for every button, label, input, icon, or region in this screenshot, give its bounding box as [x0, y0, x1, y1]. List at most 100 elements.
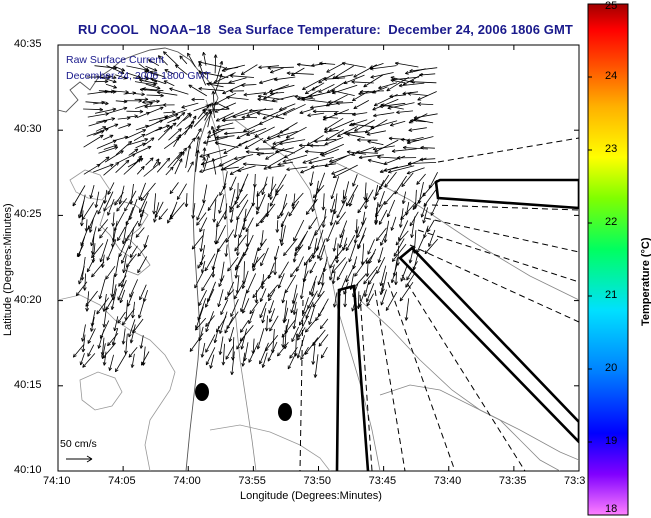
current-vector-head [294, 252, 296, 256]
current-vector-head [387, 169, 392, 173]
current-vector [397, 245, 399, 266]
current-vector-head [310, 292, 313, 297]
current-vector [410, 120, 426, 123]
current-vector-head [241, 84, 245, 88]
current-vector [375, 200, 386, 218]
current-vector [401, 172, 414, 187]
current-vector-head [309, 96, 313, 98]
current-vector [128, 148, 139, 156]
y-tick-label: 40:25 [14, 208, 42, 221]
current-vector [222, 343, 225, 366]
current-vector [303, 270, 309, 283]
current-vector [297, 63, 314, 67]
current-vector [80, 225, 90, 246]
current-vector [195, 136, 200, 157]
current-vector-head [144, 99, 149, 102]
current-vector [153, 193, 156, 215]
current-vector-head [408, 130, 413, 132]
current-vector-head [157, 162, 161, 164]
current-vector-head [286, 71, 291, 74]
current-vector [252, 183, 256, 207]
current-vector-head [417, 103, 421, 106]
current-vector-head [399, 297, 401, 302]
current-vector-head [402, 81, 406, 86]
current-vector [337, 275, 348, 298]
current-vector [137, 256, 148, 273]
current-vector-head [231, 356, 234, 361]
current-vector-head [261, 191, 265, 196]
current-vector [364, 280, 370, 297]
current-vector-head [413, 267, 417, 271]
current-vector [121, 266, 129, 288]
current-vector-head [261, 364, 263, 368]
current-vector-head [312, 303, 314, 308]
current-vector-head [128, 355, 133, 358]
current-vector-head [351, 123, 355, 127]
current-vector-head [349, 286, 351, 290]
current-vector-head [352, 285, 355, 290]
current-vector [312, 290, 325, 308]
current-vector-head [214, 339, 218, 344]
current-vector [417, 91, 437, 101]
current-vector-head [243, 94, 248, 97]
colorbar [587, 3, 629, 516]
current-vector [218, 194, 225, 214]
current-vector-head [90, 250, 93, 255]
current-vector [239, 324, 254, 342]
current-vector [249, 108, 274, 112]
current-vector [336, 261, 348, 281]
current-vector [294, 244, 304, 257]
current-vector-head [401, 184, 406, 188]
current-vector-head [107, 76, 111, 80]
current-vector [106, 239, 117, 261]
current-vector-head [85, 304, 90, 307]
current-vector-head [407, 142, 411, 145]
current-vector-head [317, 255, 321, 259]
current-vector [380, 233, 387, 246]
current-vector-head [198, 60, 202, 63]
current-vector-head [219, 278, 222, 283]
current-vector-head [128, 140, 132, 143]
current-vector-head [252, 202, 256, 207]
current-vector-head [103, 324, 107, 328]
current-vector-head [346, 132, 351, 135]
current-vector-head [359, 89, 364, 93]
current-vector-head [265, 156, 268, 160]
current-vector [284, 325, 287, 349]
current-vector-head [216, 126, 221, 129]
current-vector-head [319, 62, 323, 66]
current-vector-head [158, 217, 163, 220]
current-vector-head [352, 97, 355, 101]
current-vector [117, 280, 127, 301]
current-vector-head [336, 102, 340, 105]
current-vector [105, 297, 114, 311]
current-vector-head [390, 279, 393, 283]
current-vector [259, 116, 275, 125]
current-vector [410, 81, 437, 84]
current-vector-head [308, 321, 312, 325]
current-vector [93, 101, 105, 105]
current-vector-head [222, 90, 226, 94]
current-vector-head [380, 104, 384, 108]
current-vector-head [203, 140, 207, 144]
current-vector-head [78, 254, 82, 258]
current-vector [322, 193, 325, 211]
current-vector-head [170, 125, 173, 130]
current-vector-head [117, 319, 119, 324]
current-vector [167, 208, 175, 224]
current-vector-head [299, 110, 303, 114]
current-vector [131, 353, 135, 368]
current-vector-head [240, 308, 242, 312]
current-vector-head [421, 214, 425, 218]
current-vector [392, 76, 420, 81]
current-vector-head [302, 86, 305, 90]
current-vector-head [395, 61, 399, 64]
current-vector [263, 156, 286, 170]
current-vector-head [336, 101, 340, 104]
current-vector-head [255, 147, 259, 150]
current-vector [213, 72, 236, 84]
current-vector [232, 337, 235, 361]
current-vector [204, 109, 212, 121]
current-vector-head [310, 166, 315, 169]
legend-line-1: Raw Surface Current [66, 54, 165, 66]
